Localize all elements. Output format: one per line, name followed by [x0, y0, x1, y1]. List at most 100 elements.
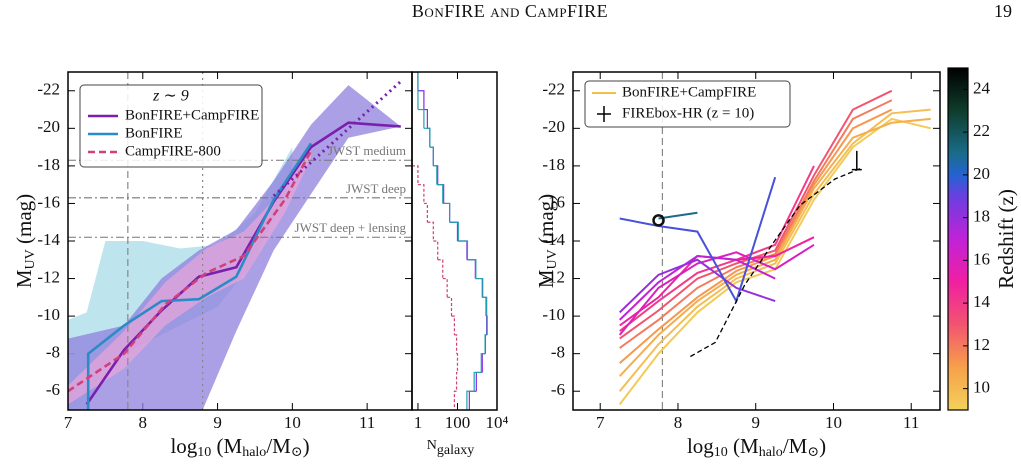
y-tick-label: -22 [542, 80, 565, 99]
histogram-step [417, 108, 425, 129]
histogram-step [482, 296, 488, 317]
y-tick-label: -6 [46, 380, 60, 399]
histogram-step [475, 277, 484, 298]
reference-line [690, 167, 863, 358]
marker [652, 214, 665, 227]
histogram-step [475, 371, 483, 392]
track-line [618, 108, 931, 392]
label-part: (mag) [12, 194, 36, 249]
limit-label: JWST deep [346, 181, 406, 196]
histogram-step [417, 184, 425, 204]
limit-label: JWST deep + lensing [295, 220, 407, 235]
subscript: 10 [197, 445, 211, 460]
y-tick-label: -20 [542, 117, 565, 136]
limit-label: JWST medium [328, 143, 406, 158]
label-part: /M [266, 434, 291, 458]
colorbar-tick-label: 12 [973, 335, 990, 354]
page-number: 19 [994, 1, 1012, 21]
histogram-step [482, 296, 487, 317]
histogram-step [481, 353, 486, 373]
histogram-step [454, 334, 458, 354]
axes-frame [411, 71, 498, 411]
x-tick-label: 10 [825, 413, 842, 432]
y-tick-label: -12 [37, 267, 60, 286]
y-tick-label: -12 [542, 267, 565, 286]
histogram-step [449, 221, 459, 241]
y-tick-label: -10 [37, 305, 60, 324]
histogram-step [473, 371, 482, 392]
track-line [658, 211, 698, 220]
histogram-step [466, 390, 475, 410]
label-part: ) [819, 434, 826, 458]
histogram-step [412, 72, 419, 91]
colorbar-tick-label: 20 [973, 164, 990, 183]
subscript: ⊙ [807, 445, 819, 460]
histogram-step [467, 259, 477, 279]
series-line [272, 80, 402, 198]
axis-label: Ngalaxy [427, 438, 474, 458]
colorbar-tick-label: 18 [973, 207, 990, 226]
histogram-step [433, 165, 438, 185]
axis-label: MUV (mag) [12, 194, 38, 288]
histogram-step [457, 240, 468, 260]
histogram-step [433, 240, 439, 260]
series-line [68, 150, 313, 393]
label-part: log [170, 434, 197, 458]
track-line [619, 176, 777, 304]
histogram-step [466, 259, 476, 279]
y-tick-label: -14 [37, 230, 60, 249]
legend-label: BonFIRE+CampFIRE [125, 107, 259, 123]
y-tick-label: -16 [542, 192, 565, 211]
histogram-step [453, 390, 457, 410]
colorbar-label: Redshift (z) [994, 189, 1018, 289]
histogram-step [456, 353, 459, 373]
y-tick-label: -16 [37, 192, 60, 211]
histogram-step [475, 277, 483, 298]
legend-title: z ∼ 9 [152, 88, 189, 105]
label-part: (mag) [534, 194, 558, 249]
histogram-step [455, 371, 458, 392]
histogram-step [427, 221, 434, 241]
label-part: log [687, 434, 714, 458]
subscript: halo [242, 445, 266, 460]
histogram-step [442, 202, 451, 223]
track-line [619, 236, 815, 327]
colorbar-tick-label: 16 [973, 249, 990, 268]
y-tick-label: -8 [46, 343, 60, 362]
legend-box [79, 84, 263, 168]
histogram-step [412, 72, 419, 91]
colorbar-tick-label: 22 [973, 121, 990, 140]
y-tick-label: -14 [542, 230, 565, 249]
subscript: galaxy [437, 443, 474, 458]
histogram-step [449, 221, 459, 241]
track-line [619, 108, 893, 364]
label-part: (M [211, 434, 242, 458]
y-tick-label: -10 [542, 305, 565, 324]
label-part: M [12, 269, 36, 288]
x-tick-label: 11 [903, 413, 919, 432]
y-tick-label: -6 [551, 380, 565, 399]
colorbar-tick-label: 14 [973, 292, 991, 311]
histogram-step [436, 184, 444, 204]
legend-label: FIREbox-HR (z = 10) [622, 105, 754, 121]
subscript: UV [23, 249, 38, 269]
y-tick-label: -22 [37, 80, 60, 99]
x-tick-label: 10 [284, 413, 301, 432]
x-tick-label: 100 [445, 413, 471, 432]
y-tick-label: -18 [542, 155, 565, 174]
axis-label: log10 (Mhalo/M⊙) [687, 434, 826, 460]
legend-label: CampFIRE-800 [125, 143, 221, 159]
histogram-step [423, 202, 428, 223]
subscript: ⊙ [291, 445, 303, 460]
histogram-step [484, 334, 488, 354]
subscript: UV [545, 249, 560, 269]
subscript: 10 [714, 445, 728, 460]
x-tick-label: 10⁴ [486, 413, 509, 432]
track-line [618, 117, 931, 377]
histogram-step [480, 353, 486, 373]
histogram-step [442, 277, 448, 298]
legend-label: BonFIRE [125, 125, 183, 141]
label-part: ) [303, 434, 310, 458]
label-part: (M [728, 434, 759, 458]
